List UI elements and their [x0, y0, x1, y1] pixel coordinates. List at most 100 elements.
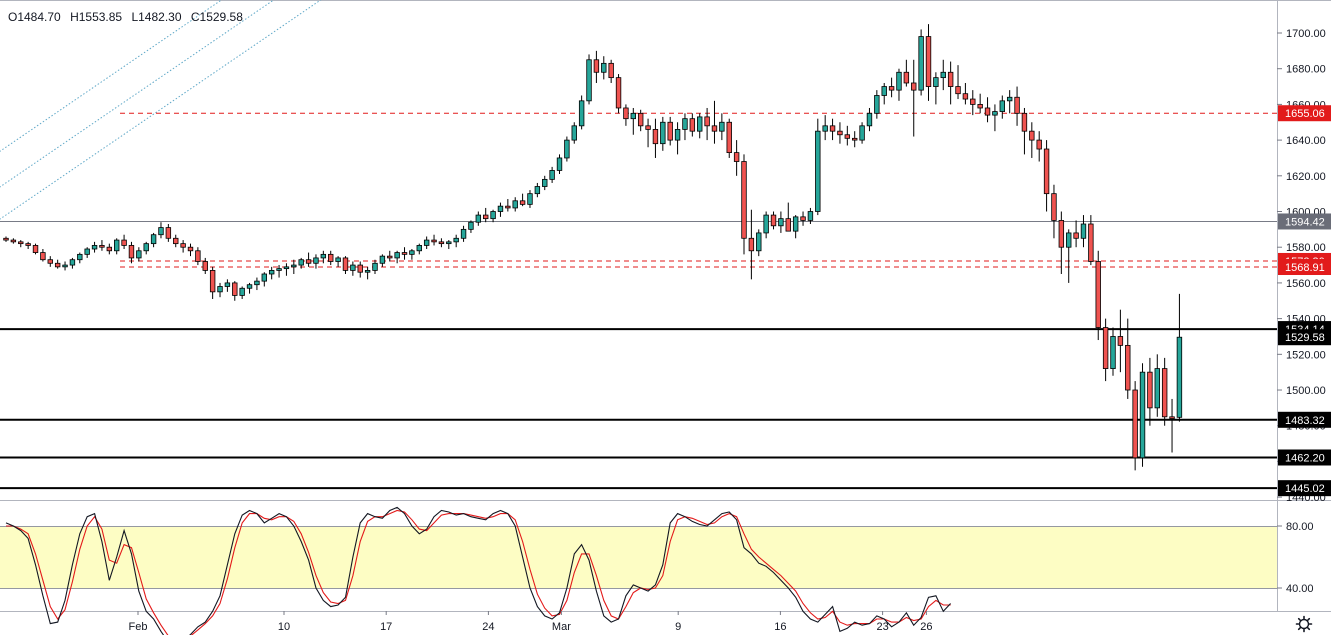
candle-body	[733, 152, 740, 162]
candle-body	[1139, 371, 1146, 459]
candle	[150, 232, 157, 248]
candle-body	[438, 241, 445, 245]
candle	[578, 95, 585, 130]
level-label-box	[1278, 411, 1331, 428]
candle	[460, 225, 467, 242]
candle-body	[571, 125, 577, 141]
candle-body	[925, 36, 932, 87]
candle	[800, 211, 806, 226]
candle-body	[32, 245, 39, 253]
candle	[630, 107, 636, 135]
horizontal-levels[interactable]	[0, 112, 1277, 490]
candle	[792, 215, 799, 239]
candle-body	[1073, 232, 1079, 239]
trend-channel[interactable]	[0, 0, 372, 304]
candle	[955, 65, 961, 100]
candle	[357, 261, 363, 278]
candle-body	[1080, 223, 1087, 239]
candle	[756, 229, 762, 257]
candle	[298, 257, 304, 269]
candle	[438, 238, 445, 248]
candle	[1169, 398, 1175, 453]
candle	[187, 243, 194, 257]
candle-body	[1088, 223, 1094, 262]
time-tick-label: Mar	[552, 621, 571, 633]
candle-body	[423, 239, 430, 246]
candle	[601, 56, 607, 80]
candle	[3, 236, 9, 242]
level-label-box	[1278, 449, 1331, 466]
candle-body	[564, 139, 570, 159]
candle	[482, 207, 489, 223]
candle	[763, 211, 769, 239]
candle	[394, 250, 400, 264]
channel-line	[0, 0, 322, 220]
candle	[896, 68, 902, 101]
candle	[534, 182, 541, 198]
candle	[1043, 140, 1050, 212]
price-tick-label: 1680.00	[1286, 64, 1326, 76]
candle	[409, 248, 415, 260]
candle	[239, 286, 245, 299]
candle-body	[246, 284, 253, 289]
candle-body	[815, 130, 821, 212]
time-tick-label: 16	[774, 621, 786, 633]
candle-body	[158, 227, 164, 236]
candle-body	[195, 250, 201, 262]
candle	[291, 259, 297, 274]
candle-body	[1125, 344, 1131, 391]
candle-body	[475, 214, 482, 223]
candle-body	[1058, 220, 1065, 248]
candle	[217, 282, 223, 298]
candle-body	[431, 239, 437, 243]
candle-body	[1021, 112, 1028, 132]
candle	[497, 202, 504, 217]
candle	[136, 247, 142, 262]
settings-gear-icon[interactable]	[1295, 615, 1313, 633]
candlesticks[interactable]	[3, 24, 1183, 471]
candle-body	[84, 248, 90, 255]
candle	[829, 118, 836, 141]
candle	[637, 109, 644, 132]
candle-body	[1066, 232, 1072, 248]
candle-body	[896, 71, 902, 91]
candle	[571, 122, 577, 144]
candle-body	[364, 270, 371, 273]
candle-body	[342, 257, 349, 271]
ohlc-low: L1482.30	[131, 10, 182, 24]
candle	[947, 61, 954, 105]
candle-body	[748, 237, 755, 252]
candle	[283, 263, 290, 276]
level-label: 1462.20	[1285, 452, 1325, 464]
price-tick-label: 1580.00	[1286, 242, 1326, 254]
candle	[660, 116, 666, 151]
candle-body	[1176, 336, 1183, 418]
candle	[84, 247, 90, 258]
candle	[844, 125, 851, 146]
candle-body	[401, 252, 408, 255]
candle-body	[800, 216, 806, 221]
candle	[815, 118, 821, 216]
candle-body	[984, 107, 991, 116]
candle	[246, 282, 253, 294]
stochastic-d-line	[6, 509, 951, 640]
candle-body	[10, 239, 17, 243]
candle	[608, 59, 614, 83]
candle	[512, 197, 518, 212]
candle	[1125, 318, 1131, 399]
time-tick-label: Feb	[129, 621, 148, 633]
candle-body	[874, 95, 880, 114]
candle-body	[542, 178, 548, 187]
candle-body	[977, 104, 983, 109]
candle	[1080, 215, 1087, 248]
candle	[962, 82, 969, 105]
candle-body	[955, 86, 961, 95]
candle	[364, 266, 371, 280]
candle	[918, 29, 924, 96]
candle	[741, 154, 747, 255]
candle	[866, 107, 873, 132]
candle	[379, 254, 386, 267]
